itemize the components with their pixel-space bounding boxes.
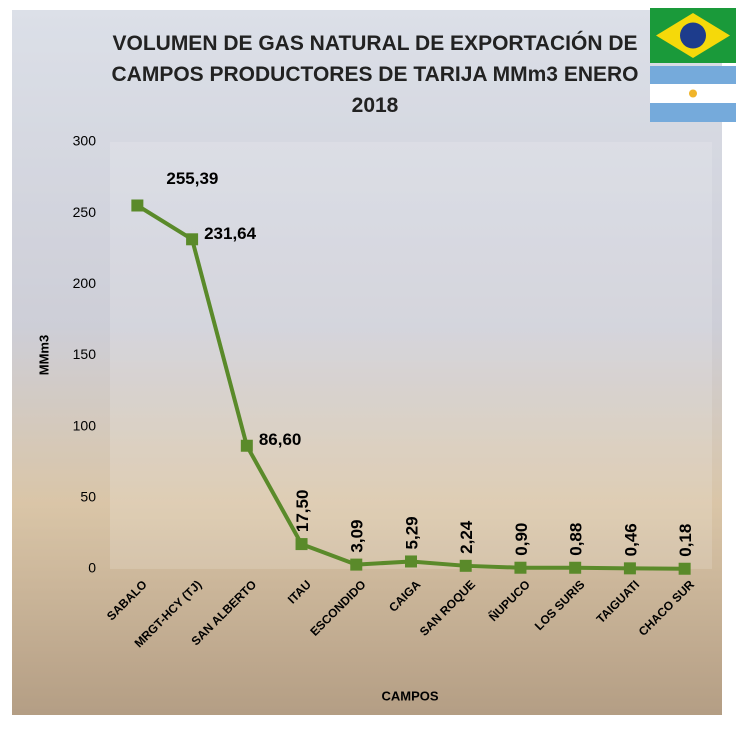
data-label: 86,60 [259, 430, 302, 449]
chart-title: VOLUMEN DE GAS NATURAL DE EXPORTACIÓN DE… [90, 28, 660, 121]
data-marker [514, 562, 526, 574]
data-marker [241, 440, 253, 452]
data-marker [460, 560, 472, 572]
data-label: 0,90 [512, 523, 531, 556]
y-tick-label: 150 [73, 346, 97, 362]
y-tick-label: 300 [73, 133, 97, 149]
data-marker [569, 562, 581, 574]
page: MMm3 CAMPOS 050100150200250300SABALOMRGT… [0, 0, 736, 730]
y-tick-label: 100 [73, 417, 97, 433]
data-marker [296, 538, 308, 550]
y-tick-label: 50 [80, 489, 96, 505]
data-marker [405, 555, 417, 567]
y-tick-label: 200 [73, 275, 97, 291]
y-tick-label: 0 [88, 560, 96, 576]
data-label: 0,88 [567, 523, 586, 556]
data-label: 0,46 [621, 523, 640, 556]
data-label: 231,64 [204, 224, 257, 243]
data-label: 5,29 [402, 516, 421, 549]
data-marker [350, 559, 362, 571]
x-axis-label: CAMPOS [381, 688, 438, 703]
data-label: 2,24 [457, 520, 476, 554]
flag-argentina [650, 66, 736, 122]
data-marker [186, 233, 198, 245]
data-label: 3,09 [348, 520, 367, 553]
data-label: 0,18 [676, 524, 695, 557]
data-marker [624, 562, 636, 574]
plot-area [110, 142, 712, 569]
flag-brazil [650, 8, 736, 63]
data-marker [131, 199, 143, 211]
data-label: 255,39 [166, 169, 218, 188]
y-tick-label: 250 [73, 204, 97, 220]
y-axis-label: MMm3 [36, 335, 51, 375]
data-label: 17,50 [293, 490, 312, 533]
data-marker [679, 563, 691, 575]
